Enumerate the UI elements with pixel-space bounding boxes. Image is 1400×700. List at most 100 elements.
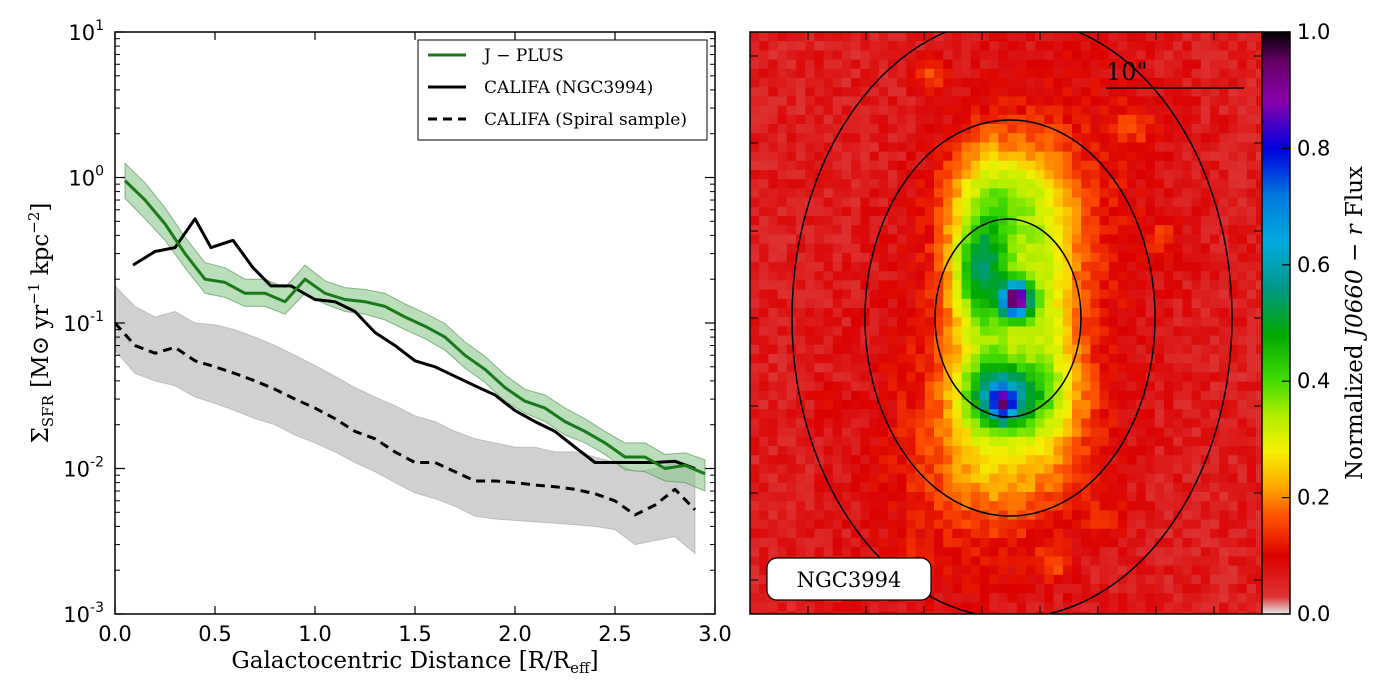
heatmap-cell [915,317,926,327]
heatmap-cell [1210,280,1220,290]
heatmap-cell [897,400,907,410]
heatmap-cell [1136,160,1146,171]
heatmap-cell [934,547,944,557]
heatmap-cell [906,271,916,281]
heatmap-cell [1145,400,1156,410]
heatmap-cell [1108,105,1119,116]
heatmap-cell [1237,124,1248,134]
heatmap-cell [934,59,944,70]
heatmap-cell [1200,160,1211,171]
heatmap-cell [1200,436,1211,447]
heatmap-cell [1182,105,1192,116]
heatmap-cell [1053,538,1064,548]
heatmap-cell [980,538,990,548]
heatmap-cell [943,50,953,60]
heatmap-cell [1053,142,1064,152]
heatmap-cell [759,372,769,382]
heatmap-cell [768,455,778,465]
x-tick-label: 2.5 [598,622,631,646]
heatmap-cell [1237,243,1248,254]
heatmap-cell [888,225,898,235]
heatmap-cell [980,326,990,336]
heatmap-cell [1246,68,1257,79]
heatmap-cell [943,335,953,346]
heatmap-cell [1072,455,1082,465]
heatmap-cell [1237,547,1248,557]
heatmap-cell [796,50,806,60]
heatmap-cell [786,335,797,346]
heatmap-cell [998,197,1008,208]
heatmap-cell [1219,335,1229,346]
heatmap-cell [952,492,962,502]
heatmap-cell [998,519,1008,530]
heatmap-cell [934,142,944,152]
heatmap-cell [1127,473,1137,484]
heatmap-cell [814,151,824,162]
heatmap-cell [1191,409,1202,419]
heatmap-cell [1099,565,1110,576]
heatmap-cell [1164,160,1174,171]
heatmap-cell [1136,354,1146,364]
heatmap-cell [924,280,935,290]
heatmap-cell [786,519,797,530]
heatmap-cell [970,354,981,364]
heatmap-cell [1081,492,1091,502]
heatmap-cell [878,225,889,235]
heatmap-cell [1062,262,1073,272]
heatmap-cell [998,381,1008,392]
heatmap-cell [897,501,907,511]
heatmap-cell [1191,418,1202,428]
heatmap-cell [860,96,870,106]
heatmap-cell [1136,363,1146,373]
heatmap-cell [1136,317,1146,327]
heatmap-cell [1108,151,1119,162]
heatmap-cell [980,556,990,566]
heatmap-cell [842,298,852,309]
heatmap-cell [1108,611,1119,614]
heatmap-cell [1090,418,1100,428]
heatmap-cell [897,473,907,484]
heatmap-cell [1228,271,1238,281]
heatmap-cell [1154,87,1165,97]
heatmap-cell [924,436,935,447]
heatmap-cell [1191,234,1202,244]
heatmap-cell [1081,105,1091,116]
heatmap-cell [842,501,852,511]
heatmap-cell [805,216,815,226]
heatmap-cell [1007,464,1018,474]
heatmap-cell [1099,197,1110,208]
heatmap-cell [1164,298,1174,309]
heatmap-cell [906,492,916,502]
heatmap-cell [805,363,815,373]
heatmap-cell [759,280,769,290]
heatmap-cell [952,390,962,401]
heatmap-cell [750,114,760,125]
heatmap-cell [1136,436,1146,447]
heatmap-cell [897,41,907,51]
heatmap-cell [1072,501,1082,511]
heatmap-cell [1072,464,1082,474]
heatmap-cell [1182,363,1192,373]
heatmap-cell [786,547,797,557]
heatmap-cell [768,59,778,70]
heatmap-cell [805,252,815,263]
heatmap-cell [814,501,824,511]
heatmap-cell [814,114,824,125]
heatmap-cell [1219,160,1229,171]
heatmap-cell [786,234,797,244]
heatmap-cell [924,510,935,520]
heatmap-cell [1081,446,1091,456]
heatmap-cell [1062,574,1073,585]
heatmap-cell [768,41,778,51]
heatmap-cell [1044,142,1054,152]
heatmap-cell [878,363,889,373]
heatmap-cell [860,289,870,300]
heatmap-cell [989,335,999,346]
heatmap-cell [943,96,953,106]
heatmap-cell [1062,528,1073,539]
heatmap-cell [1044,464,1054,474]
heatmap-cell [906,354,916,364]
heatmap-cell [832,519,843,530]
heatmap-cell [1191,96,1202,106]
heatmap-cell [786,289,797,300]
